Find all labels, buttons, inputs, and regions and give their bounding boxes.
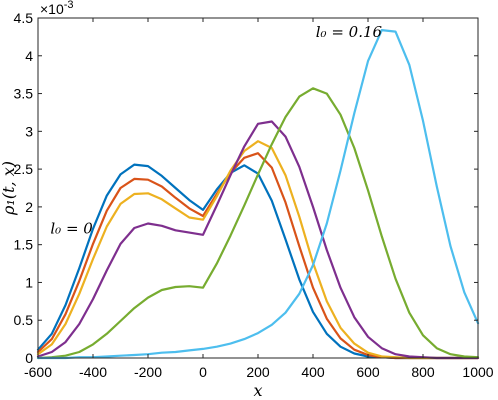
x-tick-label: -200 [134, 364, 162, 380]
x-tick-label: -600 [24, 364, 52, 380]
y-axis-label: ρ₁(t, x) [0, 161, 18, 216]
plot-background [38, 18, 478, 358]
y-tick-label: 2 [25, 199, 33, 215]
x-tick-label: 600 [356, 364, 380, 380]
annotation-2: l₀ = 0.16 [316, 23, 383, 41]
x-tick-label: -400 [79, 364, 107, 380]
y-tick-label: 3.5 [14, 86, 34, 102]
y-tick-label: 1 [25, 274, 33, 290]
y-exponent-base: ×10 [40, 1, 64, 17]
y-exponent: ×10-3 [40, 0, 74, 17]
x-axis-label: x [253, 381, 262, 400]
x-tick-label: 1000 [462, 364, 493, 380]
series-line-6 [36, 29, 480, 360]
annotation-1: l₀ = 0 [50, 219, 93, 237]
y-tick-label: 2.5 [14, 161, 34, 177]
series-line-5 [36, 87, 480, 360]
y-tick-label: 3 [25, 123, 33, 139]
y-exponent-power: -3 [64, 0, 74, 11]
x-ticks: -600 -400 -200 0 200 400 600 800 1000 [24, 18, 494, 380]
y-tick-label: 0 [25, 350, 33, 366]
y-tick-label: 4.5 [14, 10, 34, 26]
x-tick-label: 200 [246, 364, 270, 380]
x-tick-label: 400 [301, 364, 325, 380]
y-tick-label: 0.5 [14, 312, 34, 328]
y-tick-label: 4 [25, 48, 33, 64]
y-tick-label: 1.5 [14, 237, 34, 253]
x-tick-label: 800 [411, 364, 435, 380]
y-ticks: 0 0.5 1 1.5 2 2.5 3 3.5 4 4.5 [14, 10, 478, 366]
x-tick-label: 0 [199, 364, 207, 380]
annotations: l₀ = 0 l₀ = 0.16 [50, 23, 382, 237]
series-line-4 [36, 120, 480, 360]
